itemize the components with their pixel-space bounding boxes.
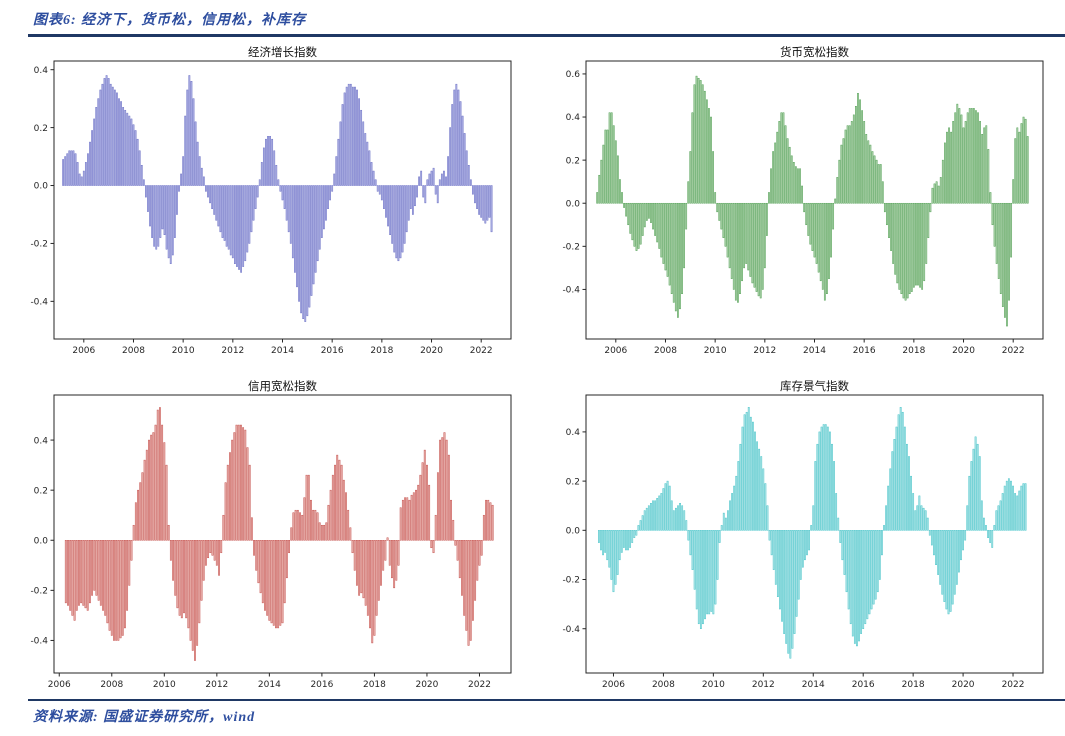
svg-text:2008: 2008: [654, 346, 677, 356]
svg-text:-0.2: -0.2: [562, 242, 580, 252]
svg-text:-0.2: -0.2: [30, 586, 48, 596]
svg-text:2018: 2018: [363, 680, 386, 690]
svg-text:经济增长指数: 经济增长指数: [248, 45, 317, 59]
svg-text:2018: 2018: [370, 346, 393, 356]
svg-text:2006: 2006: [604, 346, 627, 356]
svg-text:2010: 2010: [153, 680, 176, 690]
svg-text:2022: 2022: [470, 346, 493, 356]
svg-text:2012: 2012: [753, 346, 776, 356]
monetary-easing-chart-canvas: 0.6 0.4 0.2 0.0 -0.2 -0.4 2006 2008 2010 2012 2014…: [562, 45, 1043, 356]
svg-text:2022: 2022: [1001, 680, 1024, 690]
svg-text:2016: 2016: [310, 680, 333, 690]
svg-text:2014: 2014: [801, 680, 824, 690]
svg-text:2020: 2020: [415, 680, 438, 690]
svg-text:0.4: 0.4: [34, 65, 49, 75]
svg-text:货币宽松指数: 货币宽松指数: [780, 45, 849, 59]
svg-text:0.0: 0.0: [565, 526, 580, 536]
svg-text:信用宽松指数: 信用宽松指数: [248, 379, 317, 393]
svg-text:2020: 2020: [420, 346, 443, 356]
svg-text:2010: 2010: [701, 680, 724, 690]
economic-growth-chart-canvas: 0.4 0.2 0.0 -0.2 -0.4 2006 2008 2010 2012 2014 201…: [30, 45, 512, 356]
header-rule: [28, 34, 1065, 37]
svg-text:2012: 2012: [205, 680, 228, 690]
svg-text:-0.2: -0.2: [562, 575, 580, 585]
svg-text:2012: 2012: [221, 346, 244, 356]
svg-text:0.2: 0.2: [34, 486, 48, 496]
svg-text:2012: 2012: [751, 680, 774, 690]
svg-text:2006: 2006: [602, 680, 625, 690]
svg-text:2010: 2010: [703, 346, 726, 356]
chart-inventory-boom-index: 0.4 0.2 0.0 -0.2 -0.4 2006 2008 2010 2012 2014 201…: [546, 377, 1056, 697]
svg-text:2020: 2020: [952, 346, 975, 356]
svg-text:-0.4: -0.4: [30, 297, 48, 307]
svg-text:2014: 2014: [271, 346, 294, 356]
svg-text:2016: 2016: [851, 680, 874, 690]
svg-text:-0.4: -0.4: [562, 285, 580, 295]
inventory-boom-chart-canvas: 0.4 0.2 0.0 -0.2 -0.4 2006 2008 2010 2012 2014 201…: [562, 379, 1043, 690]
svg-text:0.2: 0.2: [565, 477, 579, 487]
svg-text:-0.4: -0.4: [562, 624, 580, 634]
svg-text:2020: 2020: [951, 680, 974, 690]
chart-economic-growth-index: 0.4 0.2 0.0 -0.2 -0.4 2006 2008 2010 2012 2014 201…: [14, 43, 524, 363]
svg-text:2022: 2022: [468, 680, 491, 690]
svg-text:2018: 2018: [902, 346, 925, 356]
svg-text:0.2: 0.2: [565, 156, 579, 166]
chart-grid: 0.4 0.2 0.0 -0.2 -0.4 2006 2008 2010 2012 2014 201…: [0, 37, 1065, 699]
chart-monetary-easing-index: 0.6 0.4 0.2 0.0 -0.2 -0.4 2006 2008 2010 2012 2014…: [546, 43, 1056, 363]
svg-text:2008: 2008: [651, 680, 674, 690]
figure-caption: 图表6: 经济下，货币松，信用松，补库存: [33, 13, 307, 28]
source-note: 资料来源: 国盛证券研究所，wind: [33, 710, 256, 725]
chart-credit-easing-index: 0.4 0.2 0.0 -0.2 -0.4 2006 2008 2010 2012 2014 201…: [14, 377, 524, 697]
credit-easing-chart-canvas: 0.4 0.2 0.0 -0.2 -0.4 2006 2008 2010 2012 2014 201…: [30, 379, 512, 690]
figure-header: 图表6: 经济下，货币松，信用松，补库存: [0, 0, 1065, 34]
svg-text:-0.4: -0.4: [30, 636, 48, 646]
svg-text:0.4: 0.4: [565, 113, 580, 123]
svg-text:2006: 2006: [72, 346, 95, 356]
figure-footer: 资料来源: 国盛证券研究所，wind: [0, 701, 1065, 736]
svg-text:-0.2: -0.2: [30, 239, 48, 249]
svg-text:2010: 2010: [172, 346, 195, 356]
svg-text:2018: 2018: [901, 680, 924, 690]
svg-text:0.0: 0.0: [34, 536, 49, 546]
svg-text:0.6: 0.6: [565, 70, 580, 80]
svg-text:0.4: 0.4: [565, 428, 580, 438]
svg-text:2014: 2014: [803, 346, 826, 356]
svg-text:2008: 2008: [100, 680, 123, 690]
svg-text:2022: 2022: [1001, 346, 1024, 356]
svg-text:0.4: 0.4: [34, 436, 49, 446]
svg-text:0.0: 0.0: [34, 181, 49, 191]
svg-text:2006: 2006: [48, 680, 71, 690]
footer-rule: [28, 698, 1065, 701]
svg-text:2016: 2016: [852, 346, 875, 356]
svg-text:0.0: 0.0: [565, 199, 580, 209]
svg-text:2014: 2014: [258, 680, 281, 690]
svg-text:2008: 2008: [122, 346, 145, 356]
svg-text:0.2: 0.2: [34, 123, 48, 133]
svg-text:2016: 2016: [321, 346, 344, 356]
svg-text:库存景气指数: 库存景气指数: [780, 379, 849, 393]
